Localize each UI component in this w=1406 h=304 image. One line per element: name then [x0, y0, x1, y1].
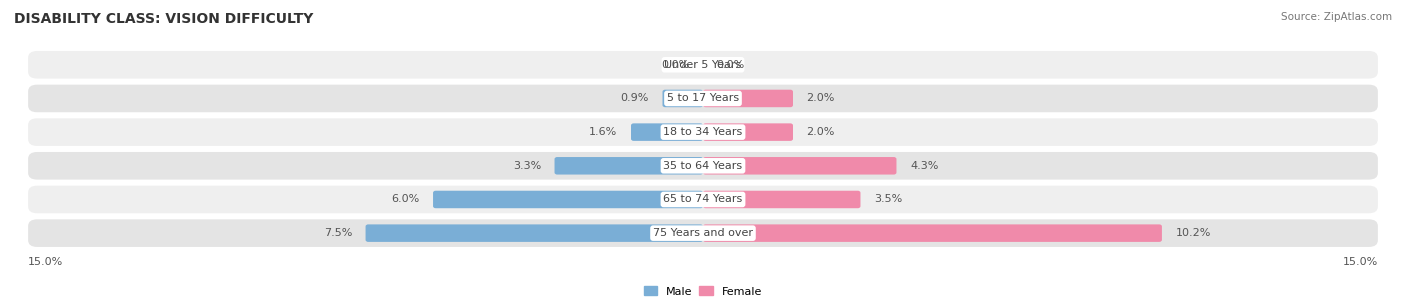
FancyBboxPatch shape — [703, 157, 897, 174]
FancyBboxPatch shape — [28, 85, 1378, 112]
Text: 3.3%: 3.3% — [513, 161, 541, 171]
Text: 75 Years and over: 75 Years and over — [652, 228, 754, 238]
Text: 0.9%: 0.9% — [620, 93, 650, 103]
Text: 15.0%: 15.0% — [1343, 257, 1378, 268]
Text: 10.2%: 10.2% — [1175, 228, 1211, 238]
Text: 6.0%: 6.0% — [391, 195, 419, 205]
FancyBboxPatch shape — [703, 191, 860, 208]
Text: Under 5 Years: Under 5 Years — [665, 60, 741, 70]
FancyBboxPatch shape — [28, 219, 1378, 247]
FancyBboxPatch shape — [28, 51, 1378, 78]
FancyBboxPatch shape — [703, 123, 793, 141]
FancyBboxPatch shape — [631, 123, 703, 141]
FancyBboxPatch shape — [28, 186, 1378, 213]
FancyBboxPatch shape — [28, 152, 1378, 180]
Text: 2.0%: 2.0% — [807, 93, 835, 103]
FancyBboxPatch shape — [28, 118, 1378, 146]
Text: 15.0%: 15.0% — [28, 257, 63, 268]
Text: 18 to 34 Years: 18 to 34 Years — [664, 127, 742, 137]
Text: 0.0%: 0.0% — [717, 60, 745, 70]
Text: 65 to 74 Years: 65 to 74 Years — [664, 195, 742, 205]
FancyBboxPatch shape — [703, 90, 793, 107]
Text: 5 to 17 Years: 5 to 17 Years — [666, 93, 740, 103]
Text: 35 to 64 Years: 35 to 64 Years — [664, 161, 742, 171]
Text: Source: ZipAtlas.com: Source: ZipAtlas.com — [1281, 12, 1392, 22]
FancyBboxPatch shape — [662, 90, 703, 107]
Text: 3.5%: 3.5% — [875, 195, 903, 205]
Text: 7.5%: 7.5% — [323, 228, 352, 238]
FancyBboxPatch shape — [433, 191, 703, 208]
FancyBboxPatch shape — [366, 224, 703, 242]
Text: 1.6%: 1.6% — [589, 127, 617, 137]
Text: 2.0%: 2.0% — [807, 127, 835, 137]
Text: 4.3%: 4.3% — [910, 161, 938, 171]
FancyBboxPatch shape — [703, 224, 1161, 242]
Text: 0.0%: 0.0% — [661, 60, 689, 70]
FancyBboxPatch shape — [554, 157, 703, 174]
Text: DISABILITY CLASS: VISION DIFFICULTY: DISABILITY CLASS: VISION DIFFICULTY — [14, 12, 314, 26]
Legend: Male, Female: Male, Female — [640, 282, 766, 301]
